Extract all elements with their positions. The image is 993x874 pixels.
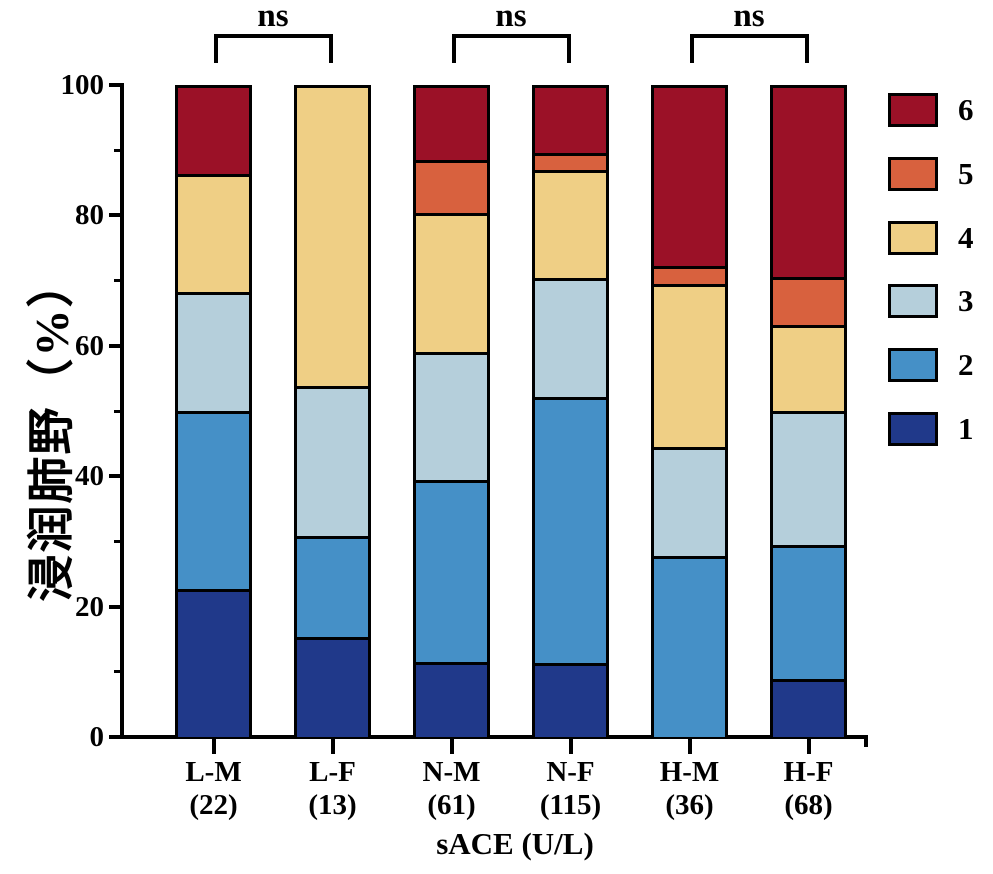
significance-bracket (213, 34, 333, 63)
category-name: H-M (659, 756, 720, 788)
category-count: (115) (539, 789, 602, 821)
x-axis-end-tick (864, 735, 868, 747)
category-count: (61) (427, 789, 476, 821)
bar-segment-L-M-level6 (175, 85, 252, 174)
bar-segment-H-F-level4 (770, 324, 847, 411)
bar-segment-H-M-level6 (651, 85, 728, 267)
bar-segment-N-M-level3 (413, 352, 490, 481)
bar-segment-H-M-level3 (651, 447, 728, 556)
legend-swatch-2 (888, 348, 938, 383)
category-name: N-F (546, 756, 595, 788)
bar-segment-H-F-level6 (770, 85, 847, 277)
legend-label-4: 4 (958, 219, 974, 255)
bar-segment-H-F-level3 (770, 411, 847, 546)
x-tick (806, 739, 811, 754)
y-tick-label: 60 (75, 329, 104, 362)
x-axis-line (109, 735, 868, 739)
legend-label-5: 5 (958, 155, 974, 191)
bar-segment-L-F-level1 (294, 636, 371, 737)
significance-bracket (689, 34, 809, 63)
legend-swatch-1 (888, 412, 938, 446)
ns-label: ns (733, 0, 765, 34)
y-tick-minor (114, 670, 122, 674)
bar-segment-L-M-level2 (175, 411, 252, 589)
x-tick (330, 739, 335, 754)
legend-swatch-6 (888, 93, 938, 127)
ns-label: ns (495, 0, 527, 34)
bar-segment-N-F-level1 (532, 663, 609, 737)
bar-segment-N-F-level5 (532, 153, 609, 171)
legend-swatch-3 (888, 284, 938, 319)
bar-segment-L-F-level3 (294, 385, 371, 537)
category-label-H-M: H-M (36) (615, 756, 765, 822)
y-tick-label: 20 (75, 590, 104, 623)
category-name: L-M (185, 756, 242, 788)
y-tick-minor (114, 539, 122, 543)
y-tick-label: 80 (75, 199, 104, 232)
bar-segment-H-F-level1 (770, 679, 847, 737)
x-tick (449, 739, 454, 754)
bar-segment-H-F-level5 (770, 276, 847, 325)
y-tick-label: 100 (60, 69, 105, 101)
y-axis-line (120, 83, 124, 739)
category-label-L-M: L-M (22) (139, 756, 289, 822)
bar-segment-N-M-level5 (413, 159, 490, 214)
y-tick (109, 604, 122, 609)
y-axis-title: 浸润肺野（%） (26, 258, 79, 602)
x-tick (568, 739, 573, 754)
category-count: (22) (189, 789, 238, 821)
bar-segment-N-F-level4 (532, 170, 609, 278)
category-label-N-F: N-F (115) (496, 756, 646, 822)
x-tick (687, 739, 692, 754)
bar-segment-N-F-level3 (532, 277, 609, 397)
category-name: H-F (783, 756, 834, 788)
y-tick (109, 213, 122, 218)
y-tick-label: 40 (75, 460, 104, 493)
y-tick (109, 735, 122, 739)
legend-label-6: 6 (958, 92, 974, 127)
y-tick-label: 0 (89, 721, 105, 753)
y-tick (109, 343, 122, 348)
bar-segment-H-M-level4 (651, 284, 728, 448)
legend-label-1: 1 (958, 411, 974, 446)
bar-segment-H-M-level5 (651, 266, 728, 285)
bar-segment-L-M-level1 (175, 588, 252, 737)
y-tick-minor (114, 409, 122, 413)
legend-label-3: 3 (958, 283, 974, 319)
y-tick-minor (114, 279, 122, 283)
y-tick (109, 83, 122, 87)
x-tick (211, 739, 216, 754)
bar-segment-H-M-level2 (651, 555, 728, 737)
bar-segment-L-F-level4 (294, 85, 371, 386)
bar-segment-L-M-level4 (175, 173, 252, 293)
y-tick-minor (114, 148, 122, 152)
legend-swatch-5 (888, 156, 938, 191)
ns-label: ns (257, 0, 289, 34)
category-count: (68) (784, 789, 833, 821)
category-count: (36) (665, 789, 714, 821)
bar-segment-N-F-level6 (532, 85, 609, 154)
legend-label-2: 2 (958, 347, 974, 383)
legend-swatch-4 (888, 220, 938, 255)
bar-segment-N-M-level6 (413, 85, 490, 160)
category-count: (13) (308, 789, 357, 821)
category-name: L-F (309, 756, 356, 788)
category-label-N-M: N-M (61) (377, 756, 527, 822)
x-axis-title: sACE (U/L) (436, 826, 594, 861)
bar-segment-H-F-level2 (770, 545, 847, 680)
bar-segment-L-F-level2 (294, 536, 371, 637)
bar-segment-N-M-level2 (413, 480, 490, 663)
significance-bracket (451, 34, 571, 63)
y-tick (109, 474, 122, 479)
bar-segment-N-M-level4 (413, 213, 490, 353)
bar-segment-L-M-level3 (175, 292, 252, 411)
category-label-L-F: L-F (13) (258, 756, 408, 822)
bar-segment-N-M-level1 (413, 662, 490, 737)
category-label-H-F: H-F (68) (734, 756, 884, 822)
category-name: N-M (422, 756, 481, 788)
bar-segment-N-F-level2 (532, 396, 609, 664)
